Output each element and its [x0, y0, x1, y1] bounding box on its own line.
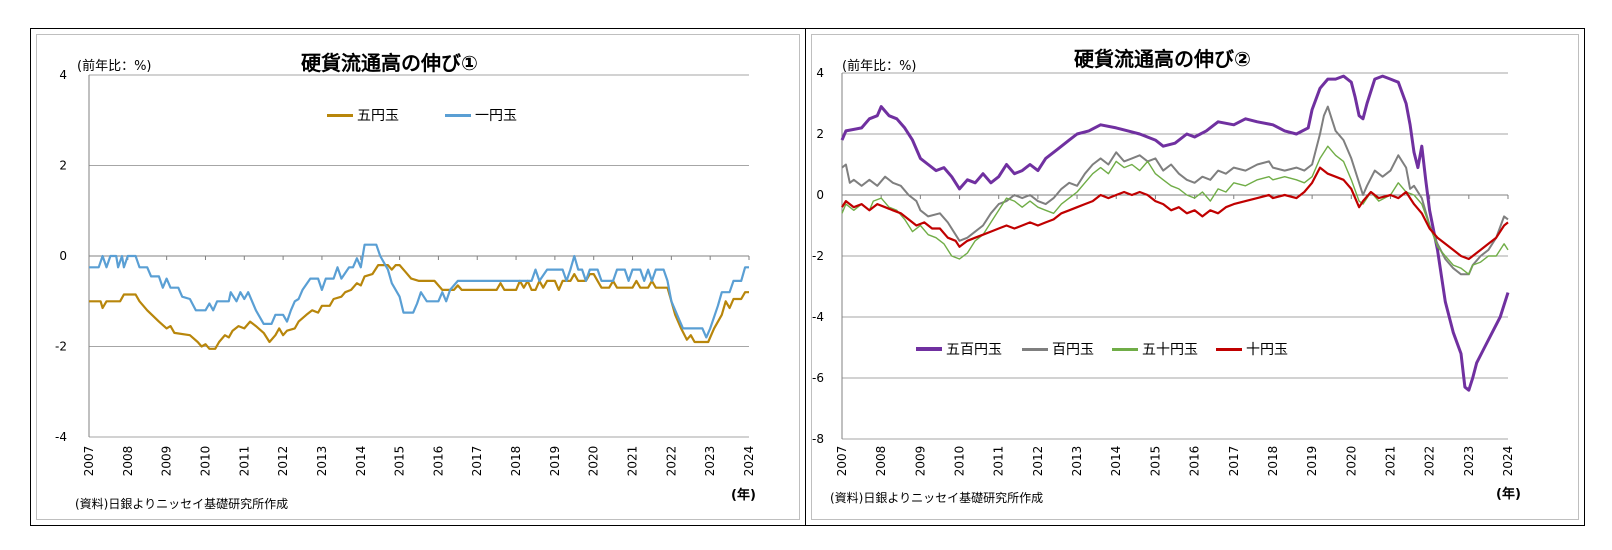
x-tick-label: 2013 — [1070, 446, 1084, 477]
series-line-2-4 — [841, 166, 1509, 261]
x-tick-label: 2014 — [354, 446, 368, 477]
legend-item-hyaku-en: 百円玉 — [1022, 339, 1094, 359]
legend-item-gojuu-en: 五十円玉 — [1112, 339, 1198, 359]
legend-label: 百円玉 — [1052, 342, 1094, 358]
legend-swatch — [1216, 347, 1242, 351]
legend-swatch — [916, 347, 942, 351]
x-tick-label: 2007 — [82, 446, 96, 477]
x-tick-label: 2020 — [587, 446, 601, 477]
x-tick-label: 2022 — [664, 446, 678, 477]
x-tick-label: 2022 — [1423, 446, 1437, 477]
y-tick-label: -2 — [812, 249, 824, 263]
x-tick-label: 2016 — [431, 446, 445, 477]
legend-swatch — [1022, 347, 1048, 351]
y-tick-label: -4 — [812, 310, 824, 324]
chart-area-1 — [36, 34, 800, 520]
x-tick-label: 2019 — [548, 446, 562, 477]
series-line-2-1 — [840, 74, 1510, 392]
chart-svg-1: 4 2 0 -2 -4 2007 2008 2009 2010 2011 2012 2013 2014 2… — [55, 68, 756, 477]
legend-item-gohyaku-en: 五百円玉 — [916, 339, 1002, 359]
chart-panel-2: 4 2 0 -2 -4 -6 -8 2007 2008 2009 2010 2011 2012 2013 2… — [805, 28, 1585, 526]
series-line-1-2 — [89, 243, 749, 339]
x-unit-label-2: (年) — [1496, 487, 1521, 502]
x-tick-label: 2017 — [1227, 446, 1241, 477]
x-tick-label: 2014 — [1109, 446, 1123, 477]
source-note-1: (資料)日銀よりニッセイ基礎研究所作成 — [75, 497, 289, 511]
legend-item-juu-en: 十円玉 — [1216, 339, 1288, 359]
chart-title-1: 硬貨流通高の伸び① — [301, 51, 478, 75]
legend-swatch — [445, 113, 471, 117]
x-tick-label: 2012 — [1031, 446, 1045, 477]
x-tick-label: 2018 — [1266, 446, 1280, 477]
chart-svg-2: 4 2 0 -2 -4 -6 -8 2007 2008 2009 2010 2011 2012 2013 2… — [812, 66, 1515, 477]
x-tick-label: 2015 — [1148, 446, 1162, 477]
x-tick-label: 2013 — [315, 446, 329, 477]
x-tick-label: 2017 — [470, 446, 484, 477]
x-tick-label: 2021 — [626, 446, 640, 477]
x-tick-label: 2021 — [1383, 446, 1397, 477]
x-tick-label: 2015 — [393, 446, 407, 477]
y-tick-label: 0 — [59, 249, 67, 263]
x-tick-label: 2011 — [992, 446, 1006, 477]
y-tick-label: -4 — [55, 430, 67, 444]
legend-label: 五百円玉 — [946, 342, 1002, 358]
y-unit-label-2: (前年比：%) — [842, 59, 917, 74]
x-tick-label: 2023 — [703, 446, 717, 477]
x-tick-label: 2019 — [1305, 446, 1319, 477]
x-tick-label: 2009 — [160, 446, 174, 477]
y-tick-label: 4 — [59, 68, 67, 82]
series-line-2-2 — [841, 105, 1509, 276]
series-line-2-3 — [841, 145, 1509, 275]
x-tick-label: 2010 — [198, 446, 212, 477]
y-tick-label: 4 — [816, 66, 824, 80]
y-tick-label: -8 — [812, 432, 824, 446]
series-line-1-1 — [89, 264, 749, 350]
x-tick-label: 2010 — [953, 446, 967, 477]
source-note-2: (資料)日銀よりニッセイ基礎研究所作成 — [830, 491, 1044, 505]
x-tick-label: 2024 — [1501, 446, 1515, 477]
chart-title-2: 硬貨流通高の伸び② — [1074, 47, 1251, 71]
y-tick-label: 0 — [816, 188, 824, 202]
x-tick-label: 2020 — [1344, 446, 1358, 477]
x-tick-label: 2016 — [1188, 446, 1202, 477]
y-tick-label: 2 — [59, 159, 67, 173]
x-tick-label: 2012 — [276, 446, 290, 477]
x-tick-label: 2008 — [874, 446, 888, 477]
legend-label: 五円玉 — [357, 108, 399, 124]
legend-swatch — [327, 113, 353, 117]
legend-item-ichi-en: 一円玉 — [445, 105, 517, 125]
chart-panel-1: 4 2 0 -2 -4 2007 2008 2009 2010 2011 2012 2013 2014 2… — [30, 28, 806, 526]
x-unit-label-1: (年) — [731, 488, 756, 503]
x-tick-label: 2023 — [1462, 446, 1476, 477]
y-tick-label: -2 — [55, 340, 67, 354]
x-tick-label: 2009 — [913, 446, 927, 477]
x-tick-label: 2011 — [237, 446, 251, 477]
legend-swatch — [1112, 347, 1138, 351]
x-tick-label: 2024 — [742, 446, 756, 477]
x-tick-label: 2007 — [835, 446, 849, 477]
legend-item-go-en: 五円玉 — [327, 105, 399, 125]
y-unit-label-1: (前年比：%) — [77, 59, 152, 74]
legend-label: 十円玉 — [1246, 342, 1288, 358]
y-tick-label: -6 — [812, 371, 824, 385]
x-tick-label: 2018 — [509, 446, 523, 477]
legend-label: 五十円玉 — [1142, 342, 1198, 358]
y-tick-label: 2 — [816, 127, 824, 141]
legend-label: 一円玉 — [475, 108, 517, 124]
chart-area-2 — [811, 34, 1579, 520]
x-tick-label: 2008 — [121, 446, 135, 477]
